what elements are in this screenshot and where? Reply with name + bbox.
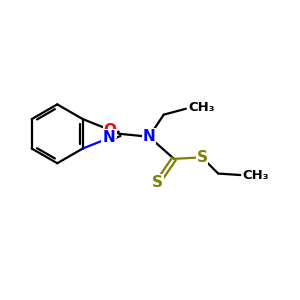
Text: N: N <box>102 130 115 145</box>
Text: S: S <box>152 175 163 190</box>
Text: O: O <box>103 122 117 137</box>
Text: N: N <box>142 129 155 144</box>
Text: CH₃: CH₃ <box>243 169 269 182</box>
Text: CH₃: CH₃ <box>188 101 215 114</box>
Text: S: S <box>196 150 208 165</box>
